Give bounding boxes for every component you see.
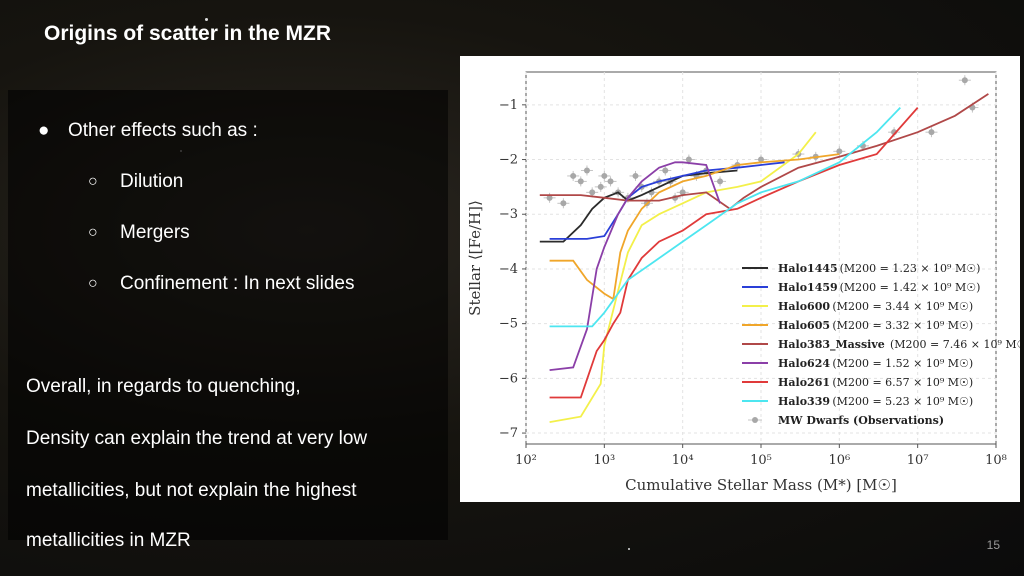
x-tick-label: 10³ <box>593 453 615 468</box>
legend-label: Halo600 <box>778 300 830 313</box>
y-tick-label: −2 <box>499 153 518 168</box>
legend-label: Halo605 <box>778 319 830 332</box>
y-tick-label: −4 <box>499 262 518 277</box>
observation-point <box>546 194 553 201</box>
observation-point <box>685 156 692 163</box>
bullet-text: Other effects such as : <box>68 120 258 141</box>
bullet-item: ● Other effects such as : <box>38 120 258 142</box>
observation-point <box>589 189 596 196</box>
legend-label: Halo261 <box>778 376 830 389</box>
legend-mass-label: (M200 = 3.32 × 10⁹ M☉) <box>832 319 973 332</box>
legend-obs-marker <box>752 417 758 423</box>
observation-point <box>662 167 669 174</box>
observation-point <box>717 178 724 185</box>
page-number: 15 <box>986 538 1000 552</box>
y-axis-label: Stellar ⟨[Fe/H]⟩ <box>466 200 484 316</box>
legend-label: Halo1459 <box>778 281 838 294</box>
series-line-halo600 <box>549 131 817 423</box>
observation-point <box>836 148 843 155</box>
sub-item-dilution: ○ Dilution <box>88 171 184 193</box>
y-tick-label: −6 <box>499 371 518 386</box>
sub-item-text: Mergers <box>120 222 190 243</box>
observation-point <box>577 178 584 185</box>
x-tick-label: 10⁶ <box>828 453 850 468</box>
x-axis-label: Cumulative Stellar Mass (M*) [M☉] <box>625 476 897 494</box>
paragraph-line: metallicities, but not explain the highe… <box>26 480 357 501</box>
text-panel: ● Other effects such as : ○ Dilution ○ M… <box>8 90 448 551</box>
sub-bullet-mark: ○ <box>88 173 98 190</box>
y-tick-label: −3 <box>499 207 518 222</box>
legend-label: Halo1445 <box>778 262 838 275</box>
legend-mass-label: (M200 = 1.42 × 10⁹ M☉) <box>840 281 981 294</box>
observation-point <box>679 189 686 196</box>
observation-point <box>583 167 590 174</box>
sub-bullet-mark: ○ <box>88 224 98 241</box>
legend-label: Halo383_Massive <box>778 338 885 352</box>
sub-item-text: Confinement : In next slides <box>120 273 355 294</box>
legend-mass-label: (M200 = 6.57 × 10⁹ M☉) <box>832 376 973 389</box>
x-tick-label: 10² <box>515 453 537 468</box>
legend-mass-label: (M200 = 1.23 × 10⁹ M☉) <box>840 262 981 275</box>
legend-label: Halo624 <box>778 357 830 370</box>
y-tick-label: −1 <box>499 98 518 113</box>
legend-label: Halo339 <box>778 395 830 408</box>
observation-point <box>601 172 608 179</box>
sub-item-confinement: ○ Confinement : In next slides <box>88 273 355 295</box>
sub-item-mergers: ○ Mergers <box>88 222 190 244</box>
observation-point <box>560 200 567 207</box>
y-tick-label: −7 <box>499 426 518 441</box>
observation-point <box>758 156 764 163</box>
legend-mass-label: (M200 = 3.44 × 10⁹ M☉) <box>832 300 973 313</box>
metallicity-chart: 10² 10³ 10⁴ 10⁵ 10⁶ 10⁷ 10⁸ −1 −2 −3 −4 −5 −6 −7 Cumul… <box>460 56 1020 502</box>
legend-mass-label: (M200 = 1.52 × 10⁹ M☉) <box>832 357 973 370</box>
observation-point <box>607 178 614 185</box>
series-line-halo624 <box>549 161 721 371</box>
slide-title: Origins of scatter in the MZR <box>44 22 332 45</box>
paragraph-line: metallicities in MZR <box>26 530 191 551</box>
sub-item-text: Dilution <box>120 171 184 192</box>
x-tick-label: 10⁴ <box>672 453 694 468</box>
observation-point <box>961 77 968 84</box>
observation-point <box>928 129 935 136</box>
observation-point <box>632 172 639 179</box>
legend-label: MW Dwarfs (Observations) <box>778 414 944 427</box>
bullet-mark: ● <box>38 120 50 141</box>
sub-bullet-mark: ○ <box>88 275 98 292</box>
series-line-halo605 <box>549 153 840 301</box>
y-tick-label: −5 <box>499 317 518 332</box>
x-tick-label: 10⁷ <box>907 453 929 468</box>
series-line-halo339 <box>549 106 901 328</box>
legend-mass-label: (M200 = 7.46 × 10⁹ M☉) <box>890 338 1020 351</box>
x-tick-label: 10⁸ <box>985 453 1007 468</box>
chart-svg: 10² 10³ 10⁴ 10⁵ 10⁶ 10⁷ 10⁸ −1 −2 −3 −4 −5 −6 −7 Cumul… <box>466 71 1020 494</box>
legend-mass-label: (M200 = 5.23 × 10⁹ M☉) <box>832 395 973 408</box>
series-line-halo1459 <box>549 161 785 240</box>
observation-point <box>570 172 577 179</box>
paragraph-line: Density can explain the trend at very lo… <box>26 428 368 449</box>
observation-point <box>597 183 604 190</box>
paragraph-line: Overall, in regards to quenching, <box>26 376 301 397</box>
x-tick-label: 10⁵ <box>750 453 772 468</box>
